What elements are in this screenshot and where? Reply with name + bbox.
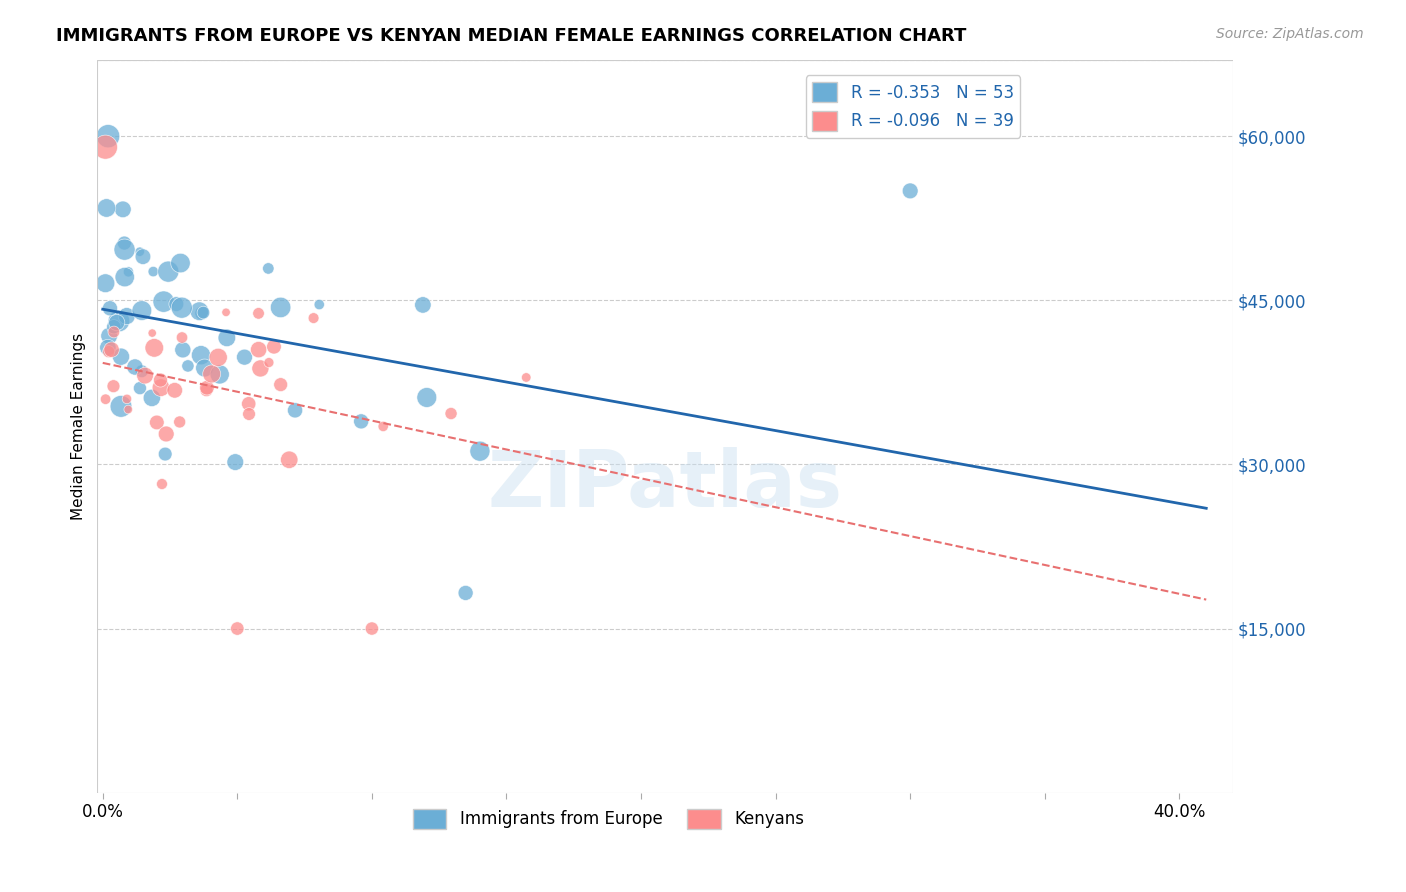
Point: [195, 383, 218, 397]
Point: [247, 343, 270, 357]
Point: [898, 184, 921, 198]
Point: [155, 427, 177, 442]
Point: [114, 270, 136, 285]
Point: [152, 294, 174, 309]
Point: [350, 414, 373, 428]
Point: [201, 367, 224, 381]
Point: [170, 301, 193, 315]
Point: [412, 298, 434, 312]
Point: [115, 392, 138, 406]
Point: [115, 309, 138, 323]
Point: [97, 344, 120, 359]
Point: [308, 297, 330, 311]
Point: [128, 244, 150, 259]
Point: [94, 140, 117, 154]
Text: IMMIGRANTS FROM EUROPE VS KENYAN MEDIAN FEMALE EARNINGS CORRELATION CHART: IMMIGRANTS FROM EUROPE VS KENYAN MEDIAN …: [56, 27, 966, 45]
Point: [257, 261, 280, 276]
Point: [157, 265, 180, 279]
Point: [97, 129, 120, 144]
Point: [263, 340, 285, 354]
Y-axis label: Median Female Earnings: Median Female Earnings: [72, 333, 86, 520]
Point: [143, 341, 166, 355]
Point: [278, 452, 301, 467]
Point: [238, 397, 260, 411]
Point: [153, 447, 176, 461]
Point: [103, 325, 125, 339]
Point: [208, 368, 231, 382]
Point: [124, 359, 146, 374]
Text: Source: ZipAtlas.com: Source: ZipAtlas.com: [1216, 27, 1364, 41]
Point: [238, 407, 260, 421]
Point: [94, 277, 117, 291]
Legend: Immigrants from Europe, Kenyans: Immigrants from Europe, Kenyans: [406, 802, 811, 836]
Point: [373, 419, 395, 434]
Point: [98, 329, 121, 343]
Point: [105, 316, 128, 330]
Point: [207, 351, 229, 365]
Point: [96, 201, 118, 215]
Point: [515, 370, 537, 384]
Point: [103, 379, 125, 393]
Point: [103, 319, 125, 334]
Point: [94, 392, 117, 407]
Point: [142, 264, 165, 278]
Point: [193, 305, 215, 319]
Point: [169, 415, 191, 429]
Point: [163, 384, 186, 398]
Point: [129, 381, 152, 395]
Point: [134, 368, 156, 383]
Point: [97, 341, 120, 355]
Point: [146, 416, 169, 430]
Point: [302, 311, 325, 326]
Point: [257, 355, 280, 369]
Point: [170, 330, 193, 344]
Point: [215, 305, 238, 319]
Point: [270, 377, 292, 392]
Point: [165, 297, 187, 311]
Point: [194, 361, 217, 376]
Point: [177, 359, 200, 373]
Point: [190, 348, 212, 362]
Point: [117, 402, 139, 417]
Point: [224, 455, 246, 469]
Point: [468, 444, 491, 458]
Point: [172, 343, 194, 357]
Point: [110, 400, 132, 414]
Point: [249, 361, 271, 376]
Point: [270, 301, 292, 315]
Point: [117, 265, 139, 279]
Point: [190, 306, 212, 320]
Point: [169, 256, 191, 270]
Point: [188, 304, 211, 318]
Point: [141, 391, 163, 405]
Point: [131, 303, 153, 318]
Text: ZIPatlas: ZIPatlas: [488, 447, 842, 523]
Point: [149, 381, 172, 395]
Point: [100, 343, 122, 357]
Point: [226, 622, 249, 636]
Point: [454, 586, 477, 600]
Point: [360, 622, 382, 636]
Point: [141, 326, 163, 340]
Bar: [97, 60, 1233, 793]
Point: [114, 243, 136, 257]
Point: [131, 364, 153, 378]
Point: [416, 391, 439, 405]
Point: [195, 381, 218, 395]
Point: [110, 350, 132, 364]
Point: [233, 350, 256, 364]
Point: [132, 250, 155, 264]
Point: [108, 314, 131, 328]
Point: [215, 331, 238, 345]
Point: [111, 202, 134, 217]
Point: [149, 373, 172, 387]
Point: [112, 235, 135, 250]
Point: [440, 407, 463, 421]
Point: [98, 301, 121, 316]
Point: [150, 477, 173, 491]
Point: [247, 306, 270, 320]
Point: [284, 403, 307, 417]
